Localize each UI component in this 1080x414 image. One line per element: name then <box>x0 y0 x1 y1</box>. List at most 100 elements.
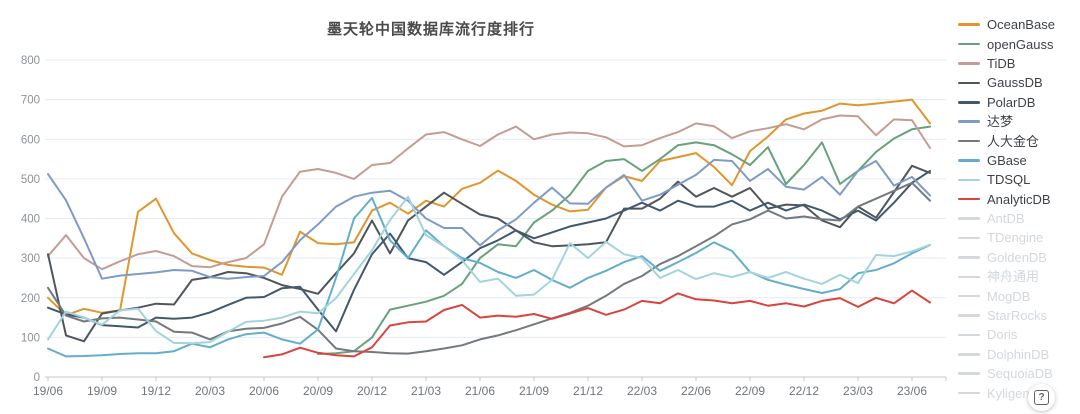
legend-item-TDSQL[interactable]: TDSQL <box>958 170 1070 189</box>
x-axis-tick-label: 22/09 <box>735 384 765 398</box>
legend-swatch <box>958 197 980 201</box>
legend-label: SequoiaDB <box>987 366 1053 382</box>
chart-title: 墨天轮中国数据库流行度排行 <box>326 21 535 38</box>
legend-label: StarRocks <box>987 308 1047 324</box>
legend-label: GaussDB <box>987 75 1043 91</box>
legend-swatch <box>958 314 980 317</box>
x-axis-tick-label: 20/06 <box>249 384 279 398</box>
legend-swatch <box>958 81 980 85</box>
legend-label: PolarDB <box>987 94 1036 110</box>
x-axis-tick-label: 19/06 <box>33 384 63 398</box>
legend: OceanBase openGauss TiDB GaussDB PolarDB 达梦人大… <box>958 15 1070 403</box>
x-axis-tick-label: 22/03 <box>627 384 657 398</box>
legend-item-AnalyticDB[interactable]: AnalyticDB <box>958 190 1070 209</box>
legend-swatch <box>958 236 980 240</box>
legend-label: GBase <box>987 152 1027 168</box>
y-axis-tick-label: 0 <box>34 372 40 384</box>
legend-swatch <box>958 294 980 298</box>
legend-item-GaussDB[interactable]: GaussDB <box>958 73 1070 92</box>
legend-swatch <box>958 139 980 143</box>
legend-label: TDSQL <box>987 172 1031 188</box>
x-axis-tick-label: 21/09 <box>519 384 549 398</box>
legend-item-DolphinDB[interactable]: DolphinDB <box>958 345 1070 364</box>
legend-swatch <box>958 372 980 375</box>
y-axis-tick-label: 700 <box>21 95 40 107</box>
series-line-AnalyticDB <box>263 289 931 359</box>
legend-swatch <box>958 159 980 162</box>
legend-item-SequoiaDB[interactable]: SequoiaDB <box>958 364 1070 383</box>
series-line-达梦 <box>47 158 931 280</box>
x-axis-tick-label: 20/12 <box>357 384 387 398</box>
legend-item-AntDB[interactable]: AntDB <box>958 209 1070 228</box>
help-question-glyph: ? <box>1034 390 1049 405</box>
legend-label: 神舟通用 <box>987 269 1040 285</box>
y-axis-tick-label: 300 <box>21 253 40 265</box>
legend-item-GBase[interactable]: GBase <box>958 151 1070 170</box>
legend-item-达梦[interactable]: 达梦 <box>958 112 1070 131</box>
legend-swatch <box>958 42 980 46</box>
y-axis-tick-label: 600 <box>21 134 40 146</box>
legend-item-神舟通用[interactable]: 神舟通用 <box>958 267 1070 286</box>
x-axis-tick-label: 21/03 <box>411 384 441 398</box>
series-line-OceanBase <box>47 98 931 317</box>
legend-swatch <box>958 101 980 104</box>
legend-swatch <box>958 120 980 123</box>
x-axis-tick-label: 22/06 <box>681 384 711 398</box>
x-axis-tick-label: 21/06 <box>465 384 495 398</box>
series-line-TiDB <box>47 114 931 271</box>
legend-swatch <box>958 217 980 220</box>
legend-label: AntDB <box>987 211 1025 227</box>
legend-swatch <box>958 62 980 65</box>
legend-item-TDengine[interactable]: TDengine <box>958 228 1070 247</box>
y-axis-tick-label: 800 <box>21 55 40 67</box>
legend-item-MogDB[interactable]: MogDB <box>958 286 1070 305</box>
y-axis-tick-label: 200 <box>21 293 40 305</box>
legend-swatch <box>958 353 980 356</box>
series-line-PolarDB <box>47 169 931 333</box>
legend-item-PolarDB[interactable]: PolarDB <box>958 93 1070 112</box>
legend-swatch <box>958 256 980 259</box>
legend-item-openGauss[interactable]: openGauss <box>958 34 1070 53</box>
legend-label: DolphinDB <box>987 346 1050 362</box>
legend-label: 达梦 <box>987 114 1014 130</box>
help-icon[interactable]: ? <box>1028 384 1055 411</box>
legend-item-StarRocks[interactable]: StarRocks <box>958 306 1070 325</box>
legend-item-OceanBase[interactable]: OceanBase <box>958 15 1070 34</box>
y-axis-tick-label: 500 <box>21 174 40 186</box>
x-axis-tick-label: 23/06 <box>897 384 927 398</box>
x-axis-tick-label: 22/12 <box>789 384 819 398</box>
legend-label: Doris <box>987 327 1018 343</box>
legend-item-GoldenDB[interactable]: GoldenDB <box>958 248 1070 267</box>
legend-swatch <box>958 275 980 279</box>
legend-label: 人大金仓 <box>987 133 1040 149</box>
legend-label: TDengine <box>987 230 1044 246</box>
legend-swatch <box>958 23 980 26</box>
y-axis-tick-label: 400 <box>21 214 40 226</box>
legend-label: openGauss <box>987 36 1054 52</box>
x-axis-tick-label: 19/12 <box>141 384 171 398</box>
legend-label: GoldenDB <box>987 249 1047 265</box>
series-line-openGauss <box>317 125 931 355</box>
legend-item-TiDB[interactable]: TiDB <box>958 54 1070 73</box>
legend-swatch <box>958 333 980 337</box>
legend-item-人大金仓[interactable]: 人大金仓 <box>958 131 1070 150</box>
legend-label: OceanBase <box>987 17 1055 33</box>
series-line-人大金仓 <box>47 181 931 355</box>
x-axis-tick-label: 21/12 <box>573 384 603 398</box>
legend-swatch <box>958 391 980 395</box>
x-axis-tick-label: 20/03 <box>195 384 225 398</box>
legend-swatch <box>958 178 980 182</box>
series-line-GaussDB <box>47 164 931 343</box>
x-axis-tick-label: 19/09 <box>87 384 117 398</box>
legend-item-Doris[interactable]: Doris <box>958 325 1070 344</box>
series-line-GBase <box>47 196 931 358</box>
legend-label: AnalyticDB <box>987 191 1051 207</box>
x-axis-tick-label: 23/03 <box>843 384 873 398</box>
y-axis-tick-label: 100 <box>21 332 40 344</box>
series-line-TDSQL <box>47 195 931 345</box>
legend-label: TiDB <box>987 55 1016 71</box>
x-axis-tick-label: 20/09 <box>303 384 333 398</box>
legend-label: MogDB <box>987 288 1031 304</box>
